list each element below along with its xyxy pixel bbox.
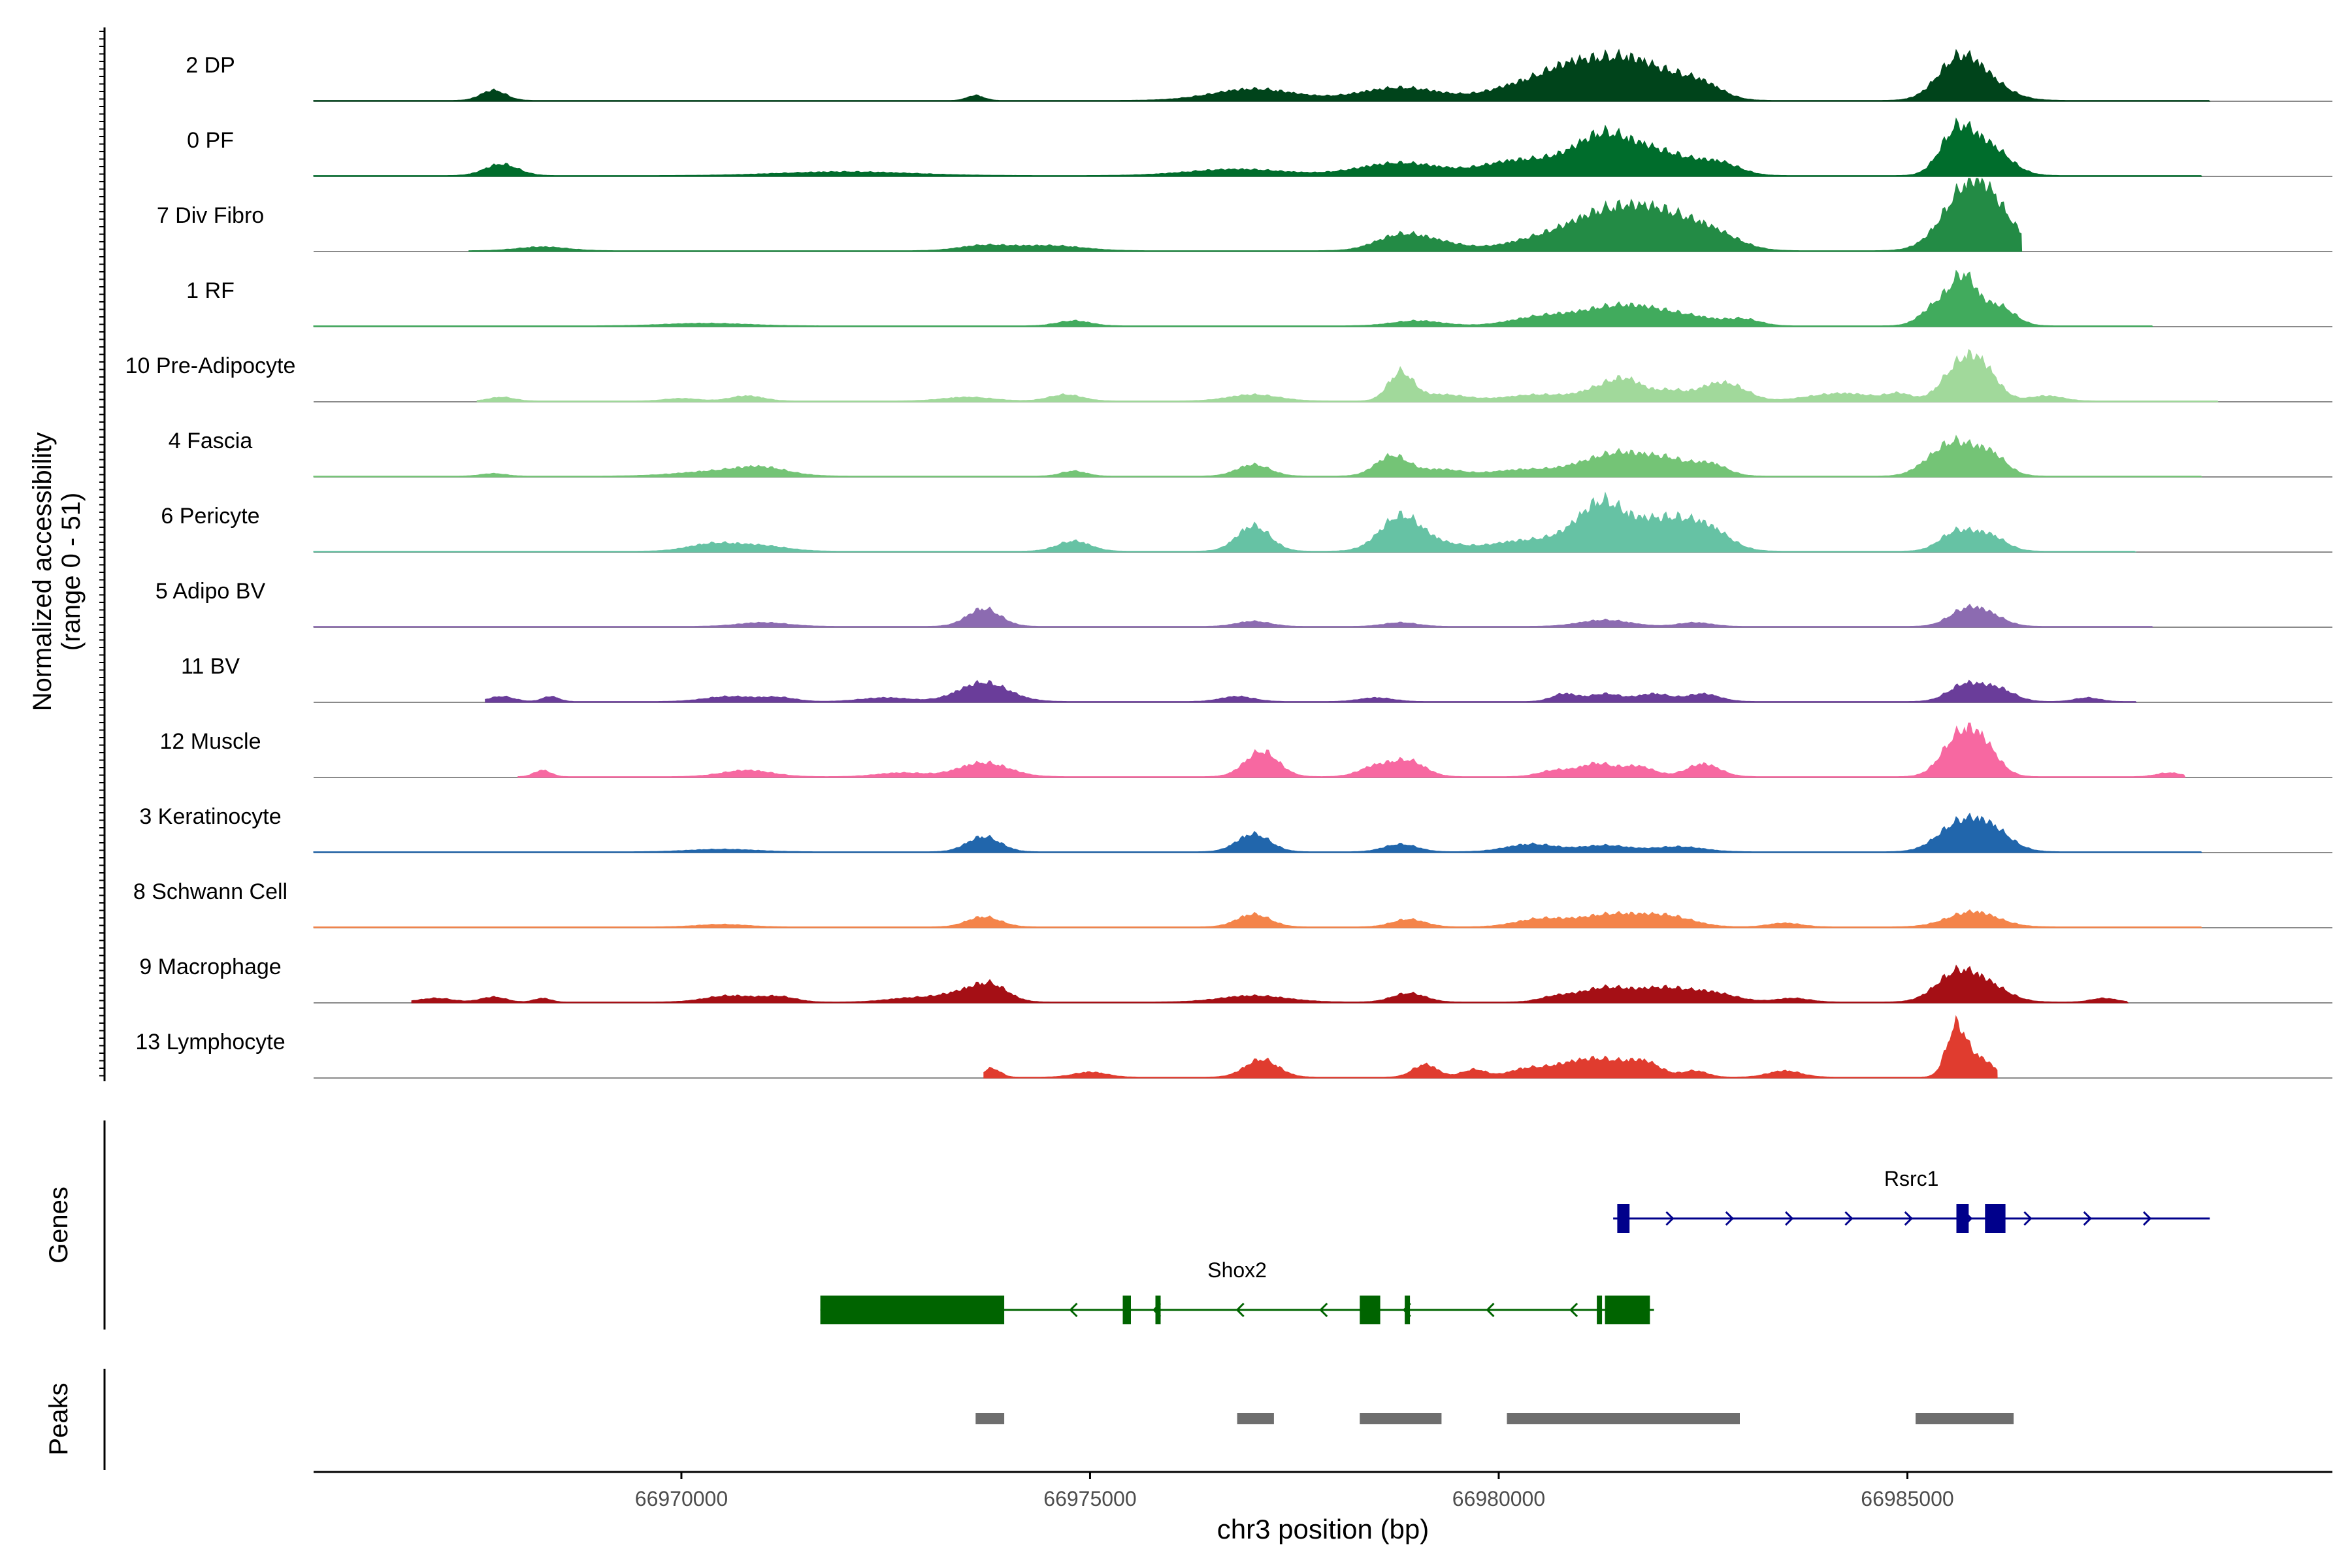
coverage-area [313,117,2202,177]
x-tick-label: 66970000 [635,1487,728,1511]
gene-exon [1985,1204,2006,1233]
peak-region [1360,1413,1442,1424]
coverage-y-axis [99,27,106,1081]
strand-arrow [1235,1302,1245,1318]
x-axis: 66970000 66975000 66980000 66985000 chr3 po… [314,1471,2332,1544]
x-tick-label: 66980000 [1452,1487,1545,1511]
coverage-track: 2 DP [186,48,2332,102]
coverage-area [313,812,2202,853]
gene-exon [1122,1296,1131,1324]
x-tick-label: 66975000 [1043,1487,1136,1511]
coverage-area [476,349,2219,402]
coverage-track: 8 Schwann Cell [133,879,2332,928]
peak-region [1916,1413,2014,1424]
strand-arrow [1069,1302,1078,1318]
coverage-area [485,679,2137,703]
coverage-track: 5 Adipo BV [155,579,2332,628]
strand-arrow [1319,1302,1328,1318]
coverage-area [313,48,2211,102]
peaks-panel: Peaks [44,1369,2014,1470]
coverage-track: 13 Lymphocyte [135,1015,2332,1079]
coverage-track: 0 PF [187,117,2332,177]
strand-arrow [1904,1211,1913,1226]
peak-region [1237,1413,1274,1424]
coverage-area [313,909,2202,928]
coverage-track: 6 Pericyte [161,491,2332,553]
gene-exon [1617,1204,1630,1233]
gene-name: Rsrc1 [1884,1167,1939,1190]
track-label: 1 RF [186,278,235,303]
track-label: 8 Schwann Cell [133,879,287,904]
coverage-track: 4 Fascia [169,429,2332,478]
track-label: 13 Lymphocyte [135,1030,285,1054]
gene-name: Shox2 [1207,1258,1267,1282]
strand-arrow [2023,1211,2033,1226]
gene-exon [820,1296,1005,1324]
coverage-track: 1 RF [186,269,2332,327]
gene-exon [1597,1296,1603,1324]
y-axis-title-line-1: Normalized accessibility [28,433,57,711]
strand-arrow [1844,1211,1854,1226]
track-label: 12 Muscle [160,729,261,754]
coverage-area [468,177,2023,252]
coverage-track: 10 Pre-Adipocyte [125,349,2332,402]
strand-arrow [1785,1211,1794,1226]
track-label: 9 Macrophage [139,955,281,979]
peak-region [975,1413,1005,1424]
coverage-tracks: 2 DP 0 PF 7 Div Fibro 1 RF 10 Pre-Adipocyte 4… [125,48,2332,1079]
strand-arrow [1725,1211,1734,1226]
coverage-area [313,491,2137,553]
coverage-track: 12 Muscle [160,722,2332,778]
coverage-track: 7 Div Fibro [157,177,2332,252]
y-axis-title: Normalized accessibility (range 0 - 51) [28,433,86,711]
track-label: 5 Adipo BV [155,579,266,604]
track-label: 0 PF [187,128,234,153]
track-label: 11 BV [181,654,240,679]
strand-arrow [1569,1302,1578,1318]
gene-exon [1956,1204,1969,1233]
gene-shox2: Shox2 [820,1258,1654,1324]
strand-arrow [2083,1211,2092,1226]
coverage-area [983,1015,1998,1079]
genes-panel-title: Genes [44,1186,73,1264]
strand-arrow [1665,1211,1674,1226]
track-label: 2 DP [186,53,235,78]
track-label: 6 Pericyte [161,504,259,529]
gene-exon [1360,1296,1380,1324]
coverage-area [313,434,2202,478]
strand-arrow [1486,1302,1495,1318]
gene-rsrc1: Rsrc1 [1613,1167,2210,1233]
coverage-area [517,722,2186,778]
coverage-area [313,604,2153,628]
gene-exon [1405,1296,1411,1324]
coverage-area [313,269,2153,327]
peaks-panel-title: Peaks [44,1382,73,1455]
gene-exon [1155,1296,1161,1324]
track-label: 7 Div Fibro [157,203,264,228]
gene-exon [1605,1296,1650,1324]
coverage-track: 9 Macrophage [139,955,2332,1004]
peak-region [1507,1413,1740,1424]
track-label: 10 Pre-Adipocyte [125,353,296,378]
strand-arrow [2142,1211,2152,1226]
y-axis-title-line-2: (range 0 - 51) [57,493,86,651]
x-tick-label: 66985000 [1861,1487,1953,1511]
coverage-area [411,964,2129,1004]
track-label: 4 Fascia [169,429,253,453]
genes-panel: Genes Rsrc1 Shox2 [44,1120,2210,1330]
coverage-track: 11 BV [181,654,2332,703]
track-label: 3 Keratinocyte [139,804,281,829]
x-axis-title: chr3 position (bp) [1217,1514,1429,1544]
coverage-track: 3 Keratinocyte [139,804,2332,853]
